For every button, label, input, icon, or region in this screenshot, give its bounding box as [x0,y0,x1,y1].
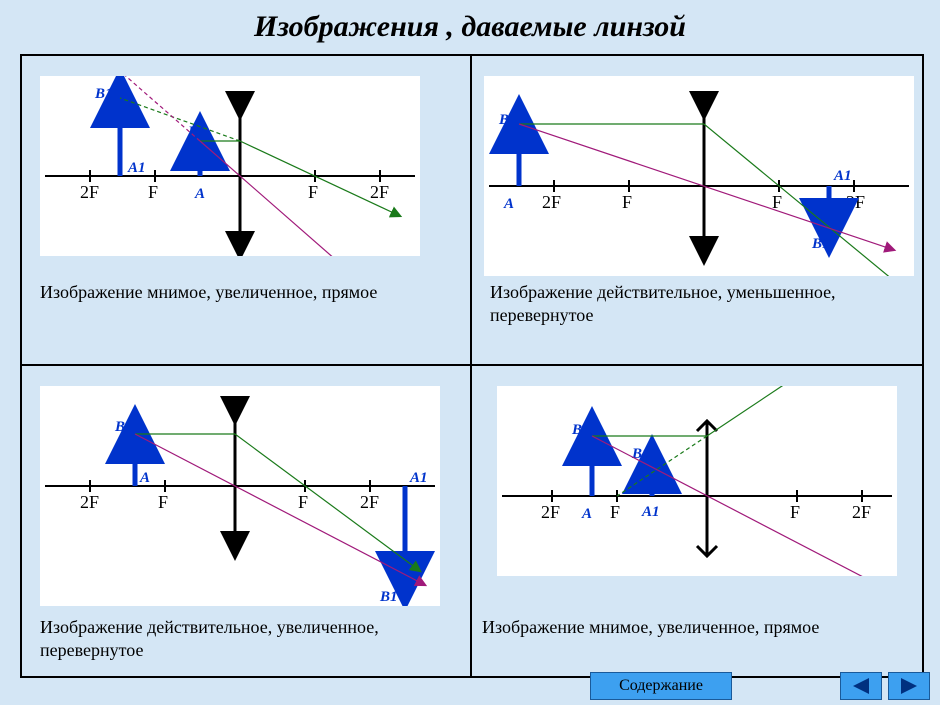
svg-text:F: F [298,492,308,512]
next-button[interactable] [888,672,930,700]
axis-label: 2F [370,182,389,202]
caption-tl: Изображение мнимое, увеличенное, прямое [40,281,440,304]
next-icon [899,678,919,694]
svg-text:A1: A1 [127,160,146,176]
caption-bl: Изображение действительное, увеличенное,… [40,616,440,663]
caption-br: Изображение мнимое, увеличенное, прямое [482,616,882,639]
caption-tr: Изображение действительное, уменьшенное,… [490,281,900,328]
svg-text:A: A [194,186,205,202]
svg-text:F: F [610,502,620,522]
svg-text:B1: B1 [94,86,113,102]
prev-icon [851,678,871,694]
svg-text:B1: B1 [811,236,830,252]
diagram-bl: 2F F F 2F A B A1 B1 [40,386,440,606]
svg-text:B1: B1 [631,446,650,462]
contents-button[interactable]: Содержание [590,672,732,700]
svg-text:2F: 2F [846,192,865,212]
svg-text:2F: 2F [542,192,561,212]
svg-text:A1: A1 [641,504,660,520]
svg-text:B: B [498,112,509,128]
svg-text:F: F [158,492,168,512]
svg-text:A1: A1 [409,470,428,486]
page-title: Изображения , даваемые линзой [0,0,940,50]
panel-bl: 2F F F 2F A B A1 B1 Изображение действит… [22,366,472,676]
axis-label: F [308,182,318,202]
svg-text:2F: 2F [852,502,871,522]
axis-label: F [148,182,158,202]
panel-tr: 2F F F 2F A B A1 B1 Изображение действ [472,56,922,366]
svg-text:B: B [114,419,125,435]
axis-label: 2F [80,182,99,202]
diagram-tr: 2F F F 2F A B A1 B1 [484,76,914,276]
svg-text:A: A [581,506,592,522]
svg-text:A: A [139,470,150,486]
diagram-grid: 2F F F 2F A B A1 B1 [20,54,924,678]
panel-br: 2F F F 2F A B A1 B1 [472,366,922,676]
svg-text:B: B [571,422,582,438]
svg-text:A1: A1 [833,168,852,184]
svg-text:B1: B1 [379,589,398,605]
svg-text:A: A [503,196,514,212]
svg-text:B: B [187,124,198,140]
svg-text:2F: 2F [80,492,99,512]
prev-button[interactable] [840,672,882,700]
svg-text:F: F [790,502,800,522]
svg-text:2F: 2F [541,502,560,522]
diagram-br: 2F F F 2F A B A1 B1 [497,386,897,576]
panel-tl: 2F F F 2F A B A1 B1 [22,56,472,366]
svg-text:2F: 2F [360,492,379,512]
diagram-tl: 2F F F 2F A B A1 B1 [40,76,420,256]
svg-text:F: F [622,192,632,212]
